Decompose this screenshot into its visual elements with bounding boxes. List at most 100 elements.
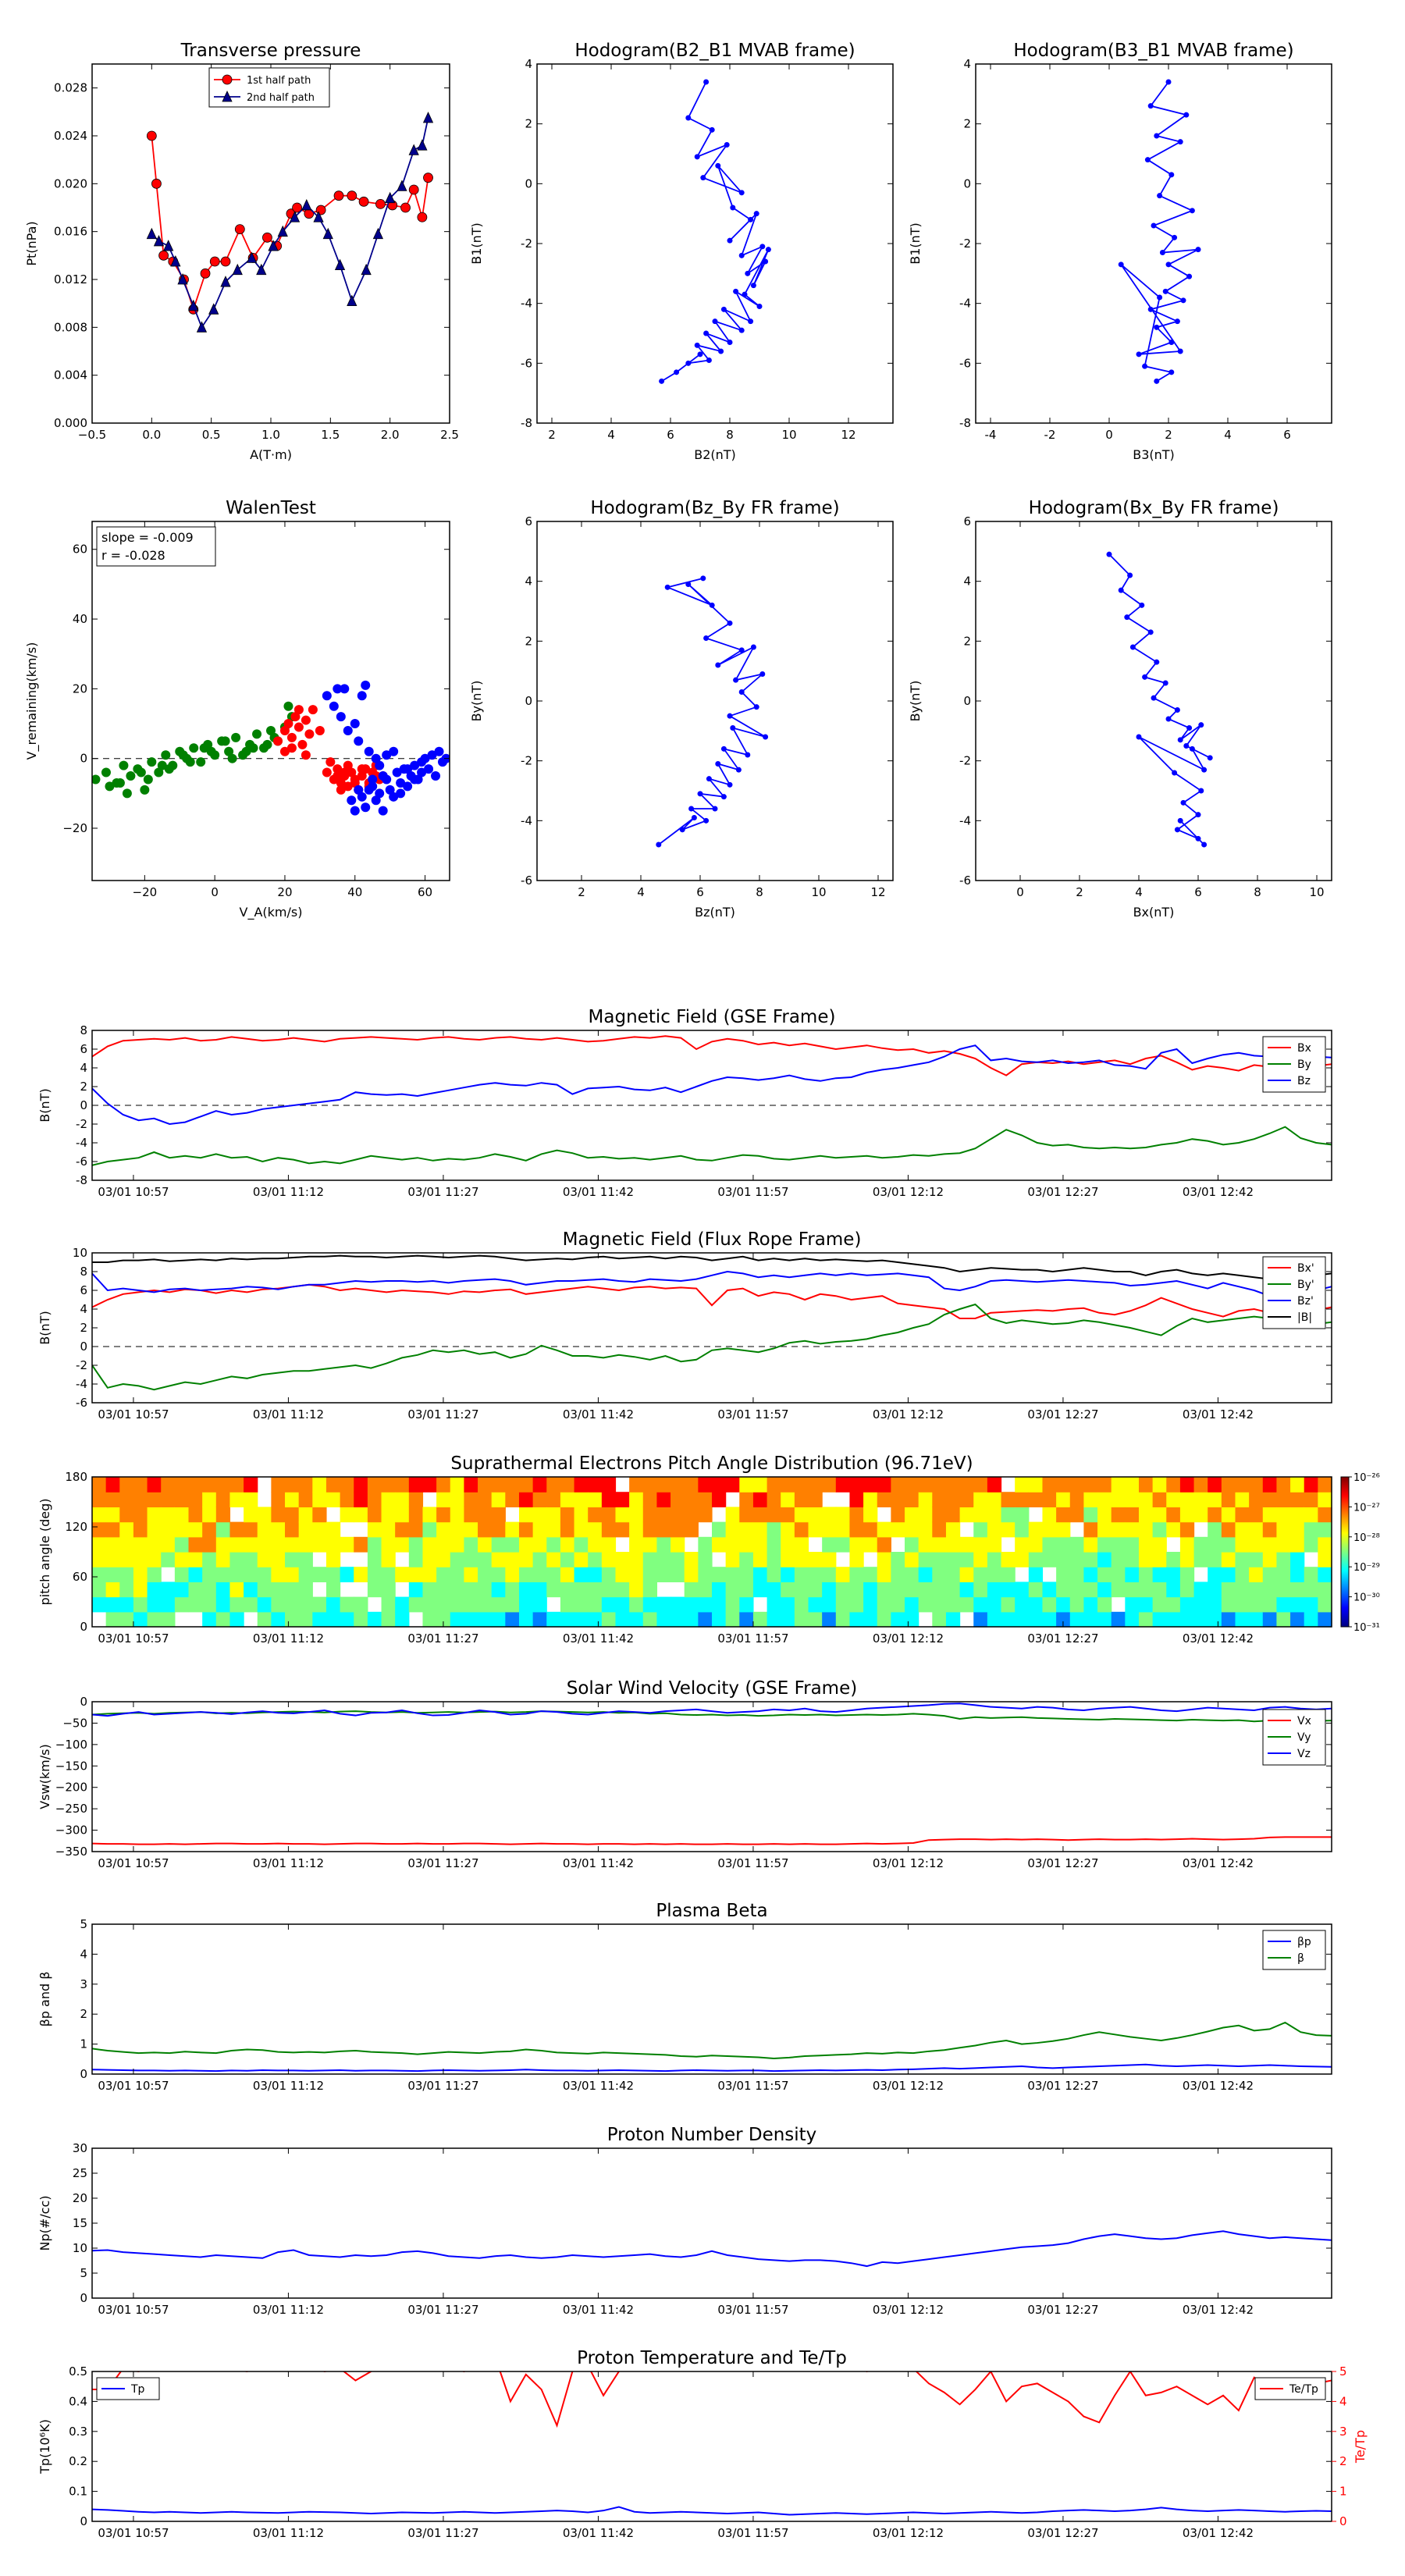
pad-cell [133, 1611, 148, 1628]
walen-data-point [357, 764, 367, 774]
pad-cell [133, 1596, 148, 1613]
pad-cell [987, 1477, 1002, 1493]
pad-cell [244, 1492, 258, 1507]
h1-y-tick-label: -6 [521, 356, 532, 370]
pad-cell [725, 1582, 740, 1598]
pad-cell [1097, 1552, 1112, 1567]
pad-cell [767, 1492, 781, 1507]
pt-data-point [417, 139, 428, 151]
walen-plot-area [92, 680, 450, 816]
pad-cell [325, 1582, 341, 1598]
pad-cell [92, 1507, 107, 1523]
pad-cell [518, 1596, 534, 1613]
pad-y-tick-label: 180 [65, 1470, 87, 1484]
pad-cell [891, 1567, 905, 1582]
np-y-tick-label: 20 [73, 2191, 87, 2205]
pad-cell [560, 1596, 575, 1613]
pad-cell [188, 1596, 203, 1613]
pt-data-point [422, 112, 434, 123]
pt-x-tick-label: 0.0 [142, 428, 161, 442]
h3-data-point [691, 815, 697, 820]
pt-data-point [417, 212, 428, 222]
pad-cell [574, 1492, 589, 1507]
pad-cell [1221, 1582, 1236, 1598]
pad-cell [1056, 1521, 1071, 1538]
pad-cell [1235, 1552, 1250, 1567]
h3-data-point [703, 817, 710, 824]
pad-cell [257, 1507, 272, 1523]
pad-cell [877, 1477, 891, 1493]
bfr-x-tick-label: 03/01 10:57 [98, 1407, 169, 1421]
pad-cell [312, 1492, 327, 1507]
pad-cell [1069, 1552, 1084, 1567]
pad-cell [188, 1507, 203, 1523]
tp-y-tick-label: 0.1 [69, 2485, 87, 2499]
pad-cell [767, 1477, 781, 1493]
pad-cell [808, 1477, 823, 1493]
walen-data-point [301, 750, 311, 760]
pt-data-point [313, 211, 324, 222]
walen-data-point [333, 771, 343, 781]
pad-cell [491, 1552, 506, 1567]
walen-frame [91, 521, 450, 881]
pad-cell [1235, 1567, 1250, 1582]
pad-cell [1276, 1536, 1291, 1553]
walen-data-point [396, 777, 406, 788]
pad-cell [1166, 1567, 1181, 1582]
h1-x-tick-label: 8 [726, 428, 734, 442]
pad-cell [945, 1552, 961, 1567]
pad-cell [739, 1492, 754, 1507]
pad-cell [698, 1477, 713, 1493]
pad-cell [752, 1507, 768, 1523]
walen-data-point [389, 792, 399, 802]
pad-cell [215, 1521, 231, 1538]
h3-data-point [706, 776, 712, 782]
pad-cell [684, 1492, 699, 1507]
pad-cell [1290, 1521, 1305, 1538]
pt-data-point [385, 191, 396, 204]
pad-cell [1221, 1521, 1236, 1538]
np-x-tick-label: 03/01 11:12 [253, 2303, 324, 2317]
pad-cell [1001, 1567, 1016, 1582]
pad-cell [464, 1582, 478, 1598]
h3-data-point [685, 582, 692, 587]
bfr-y-tick-label: 2 [80, 1321, 87, 1335]
pad-cell [1001, 1611, 1016, 1628]
pt-data-point [347, 294, 357, 306]
pad-cell [271, 1582, 286, 1598]
h3-plot-area [656, 575, 769, 848]
pad-cell [601, 1492, 617, 1507]
h1-data-point [742, 291, 748, 297]
tp-panel: 03/01 10:57 03/01 11:12 03/01 11:27 03/01 1… [37, 2348, 1368, 2540]
pad-cell [918, 1582, 933, 1598]
tp-y-tick-label: 0.5 [69, 2364, 87, 2379]
walen-data-point [354, 785, 364, 795]
pad-cell [422, 1552, 437, 1567]
pad-cell [560, 1567, 575, 1582]
h4-data-point [1142, 674, 1148, 680]
h4-data-point [1207, 755, 1213, 761]
pad-cell [105, 1507, 120, 1523]
h1-data-point [738, 327, 745, 333]
pad-cell [877, 1552, 891, 1567]
walen-data-point [350, 806, 360, 816]
bgse-x-tick-label: 03/01 11:42 [563, 1185, 634, 1199]
beta-x-tick-label: 03/01 11:12 [253, 2079, 324, 2093]
pad-cell [973, 1596, 988, 1613]
pad-cell [560, 1582, 575, 1598]
pad-cell [381, 1552, 396, 1567]
bgse-y-tick-label: 8 [80, 1023, 87, 1037]
walen-data-point [304, 729, 315, 739]
walen-data-point [357, 771, 367, 781]
pad-cell [1152, 1507, 1167, 1523]
np-frame [91, 2147, 1332, 2299]
h4-data-point [1186, 725, 1193, 731]
pad-cell [215, 1507, 231, 1523]
bfr-series-3-line [92, 1254, 1332, 1283]
vsw-y-tick-label: −50 [62, 1716, 87, 1730]
pad-cell [781, 1536, 795, 1553]
pad-cell [712, 1596, 727, 1613]
pad-cell [367, 1521, 382, 1538]
h2-data-point [1172, 234, 1178, 240]
pad-cell [188, 1521, 203, 1538]
